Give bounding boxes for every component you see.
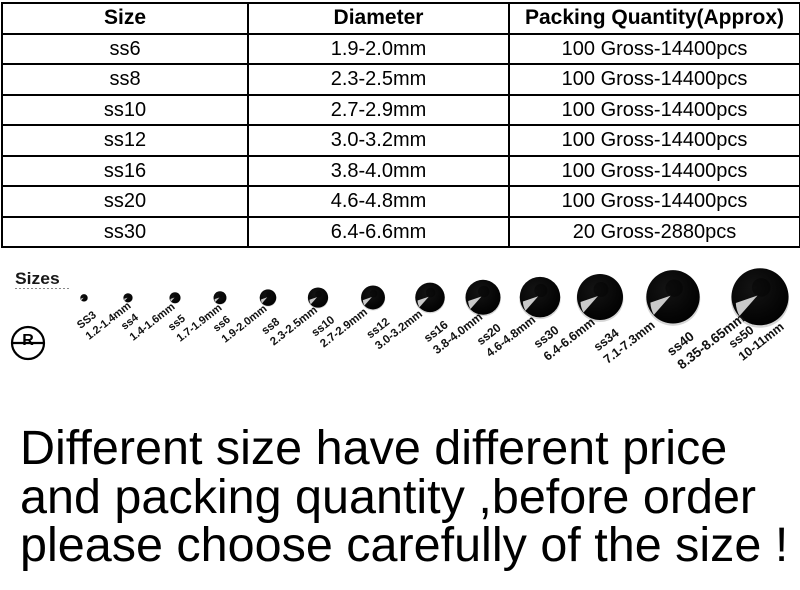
svg-text:R: R (22, 332, 34, 349)
